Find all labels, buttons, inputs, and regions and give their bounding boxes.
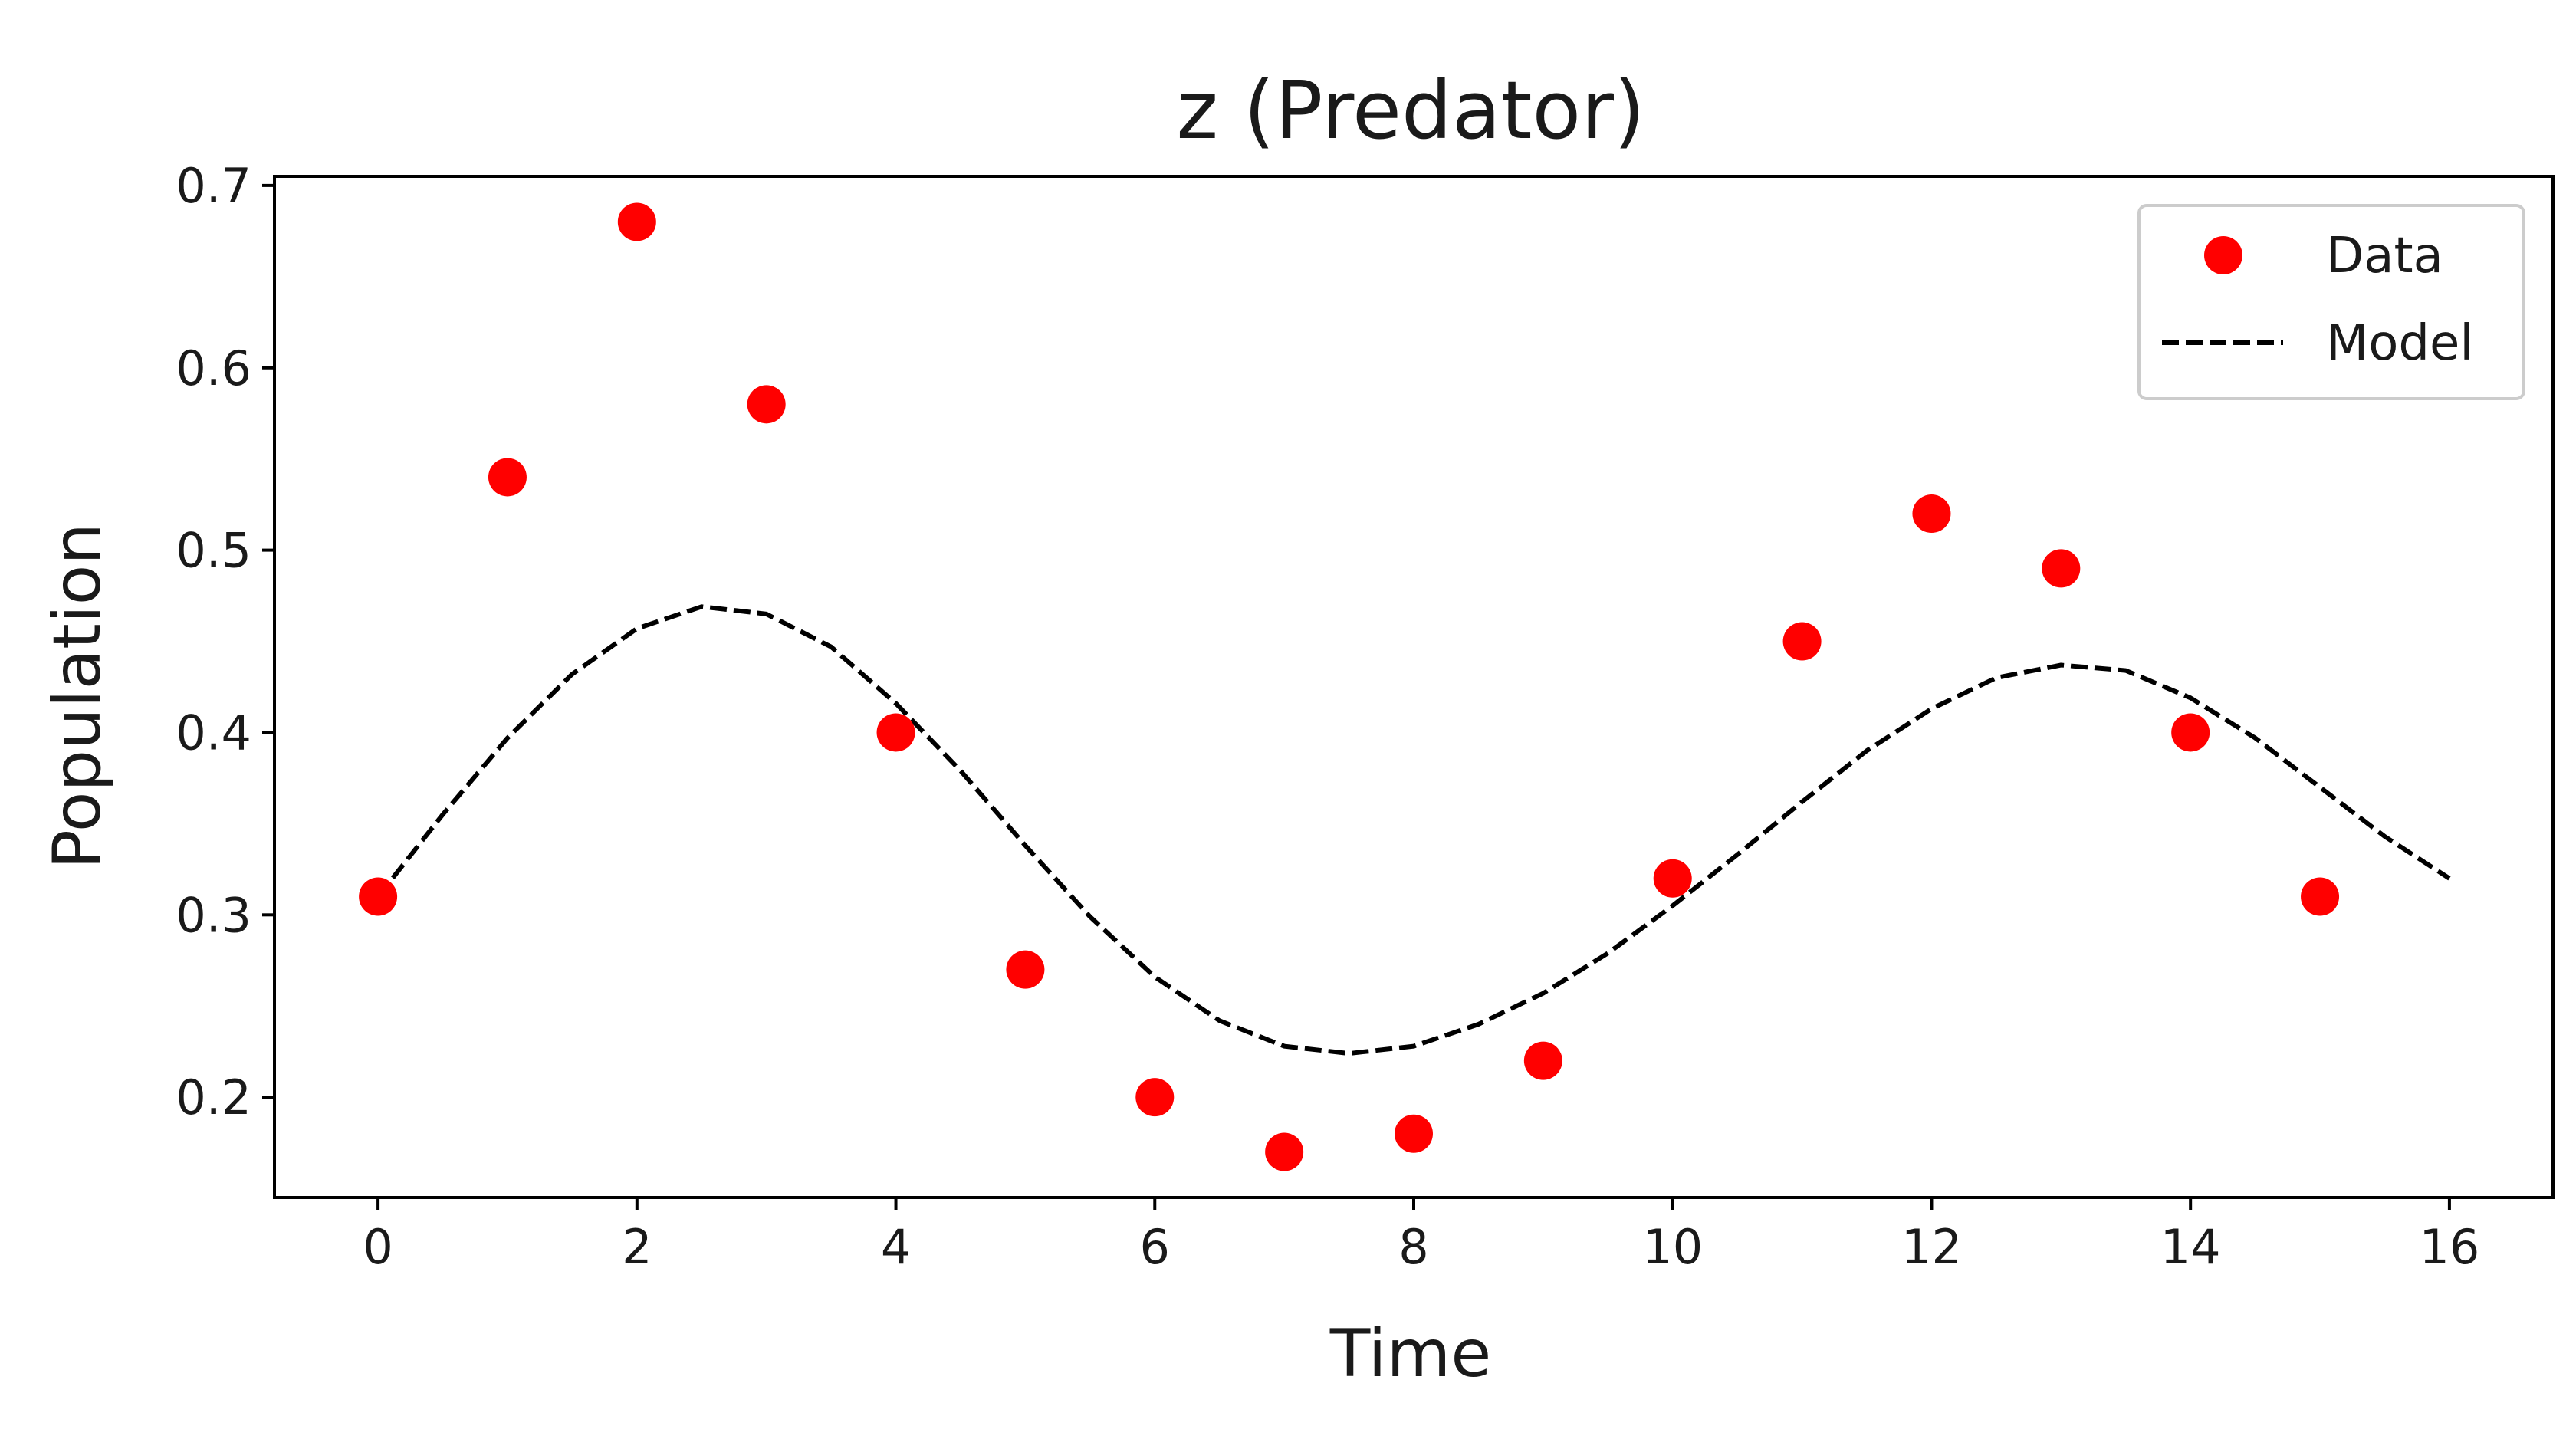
data-point	[2301, 877, 2340, 916]
data-point	[1135, 1078, 1175, 1117]
x-tick-label: 16	[2419, 1219, 2479, 1275]
y-tick-label: 0.4	[176, 705, 251, 761]
data-point	[1783, 622, 1822, 661]
data-point	[1395, 1114, 1433, 1153]
data-point	[617, 202, 656, 242]
data-point	[488, 458, 527, 497]
y-tick-label: 0.6	[176, 340, 251, 396]
data-point	[1653, 859, 1692, 898]
x-tick-label: 6	[1140, 1219, 1170, 1275]
x-tick-label: 4	[881, 1219, 911, 1275]
x-tick-label: 0	[363, 1219, 393, 1275]
x-tick-label: 2	[622, 1219, 652, 1275]
data-point	[359, 877, 398, 916]
legend-model-label: Model	[2326, 315, 2473, 372]
x-tick-label: 14	[2160, 1219, 2221, 1275]
y-axis-label: Population	[39, 523, 116, 869]
data-point	[1265, 1132, 1304, 1171]
chart-title: z (Predator)	[1176, 64, 1644, 157]
x-tick-label: 8	[1398, 1219, 1428, 1275]
data-point	[1523, 1041, 1562, 1080]
x-axis-label: Time	[1329, 1316, 1491, 1392]
data-point	[747, 385, 786, 424]
y-tick-label: 0.2	[176, 1070, 251, 1125]
model-line	[376, 604, 2451, 1056]
y-tick-label: 0.5	[176, 523, 251, 579]
legend: Data Model	[2137, 204, 2525, 400]
data-point	[2171, 713, 2210, 752]
plot-area: 0 2 4 6 8 10 12 14 16 0.2 0.3 0.4 0.5 0.6 0.7	[176, 158, 2555, 1275]
x-tick-label: 12	[1901, 1219, 1962, 1275]
legend-data-marker	[2204, 236, 2242, 274]
data-point	[1912, 495, 1951, 534]
legend-data-label: Data	[2326, 228, 2443, 284]
data-point	[2042, 549, 2081, 588]
x-tick-label: 10	[1642, 1219, 1703, 1275]
y-tick-label: 0.7	[176, 158, 251, 214]
data-point	[1006, 950, 1045, 989]
data-point	[876, 713, 915, 752]
y-tick-label: 0.3	[176, 887, 251, 943]
